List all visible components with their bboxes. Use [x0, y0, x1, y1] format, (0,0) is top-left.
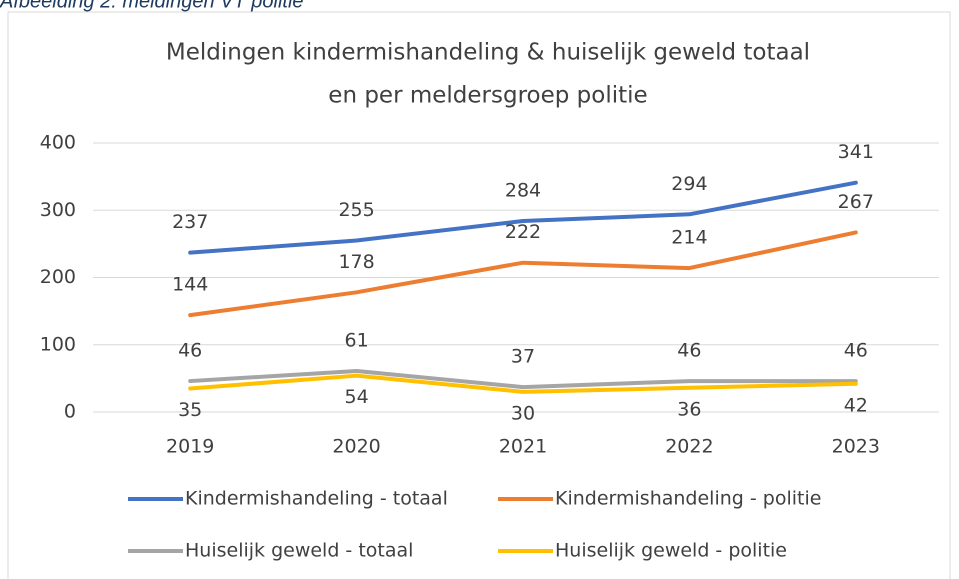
data-label: 42 — [844, 394, 868, 416]
data-label: 54 — [345, 386, 369, 408]
x-tick-label: 2019 — [166, 436, 214, 458]
data-label: 30 — [511, 402, 535, 424]
data-label: 37 — [511, 346, 535, 368]
legend-label: Huiselijk geweld - politie — [555, 540, 787, 562]
y-tick-label: 100 — [40, 333, 76, 355]
data-label: 46 — [844, 340, 868, 362]
caption: Afbeelding 2: meldingen VT politie — [0, 0, 304, 12]
data-label: 255 — [338, 199, 374, 221]
data-label: 61 — [345, 329, 369, 351]
series-line — [188, 368, 858, 390]
data-label: 294 — [671, 173, 707, 195]
y-tick-label: 300 — [40, 199, 76, 221]
legend-label: Kindermishandeling - totaal — [185, 488, 448, 510]
data-label: 214 — [671, 227, 707, 249]
chart-title: en per meldersgroep politie — [328, 83, 647, 109]
y-tick-label: 0 — [64, 401, 76, 423]
chart-frame — [7, 11, 951, 579]
data-label: 36 — [677, 398, 701, 420]
x-tick-label: 2021 — [499, 436, 547, 458]
data-label: 284 — [505, 180, 541, 202]
data-label: 46 — [677, 340, 701, 362]
legend-label: Kindermishandeling - politie — [555, 488, 821, 510]
chart-title: Meldingen kindermishandeling & huiselijk… — [166, 40, 810, 66]
x-tick-label: 2022 — [665, 436, 713, 458]
data-label: 222 — [505, 221, 541, 243]
x-tick-label: 2023 — [832, 436, 880, 458]
data-label: 267 — [838, 191, 874, 213]
data-label: 237 — [172, 211, 208, 233]
x-tick-label: 2020 — [332, 436, 380, 458]
series-line — [188, 180, 858, 255]
data-label: 46 — [178, 340, 202, 362]
data-label: 144 — [172, 274, 208, 296]
legend-label: Huiselijk geweld - totaal — [185, 540, 413, 562]
y-tick-label: 200 — [40, 266, 76, 288]
series-line — [188, 373, 858, 394]
y-tick-label: 400 — [40, 132, 76, 154]
data-label: 341 — [838, 141, 874, 163]
data-label: 35 — [178, 399, 202, 421]
series-line — [188, 230, 858, 318]
data-label: 178 — [338, 251, 374, 273]
